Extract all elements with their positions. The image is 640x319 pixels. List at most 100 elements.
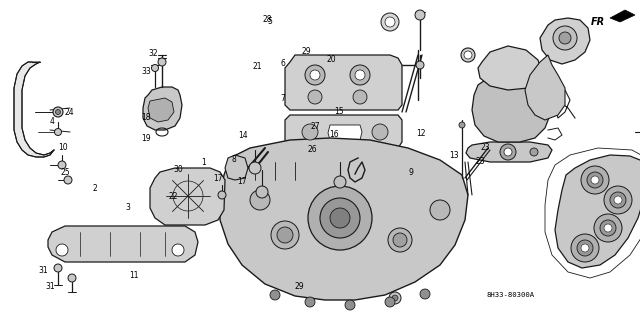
Circle shape bbox=[68, 274, 76, 282]
Text: 25: 25 bbox=[60, 168, 70, 177]
Circle shape bbox=[581, 166, 609, 194]
Polygon shape bbox=[285, 115, 402, 152]
Polygon shape bbox=[472, 74, 550, 142]
Circle shape bbox=[577, 240, 593, 256]
Polygon shape bbox=[48, 226, 198, 262]
Text: 13: 13 bbox=[449, 151, 460, 160]
Text: 22: 22 bbox=[168, 192, 177, 201]
Text: 27: 27 bbox=[310, 122, 320, 130]
Circle shape bbox=[330, 208, 350, 228]
Circle shape bbox=[271, 221, 299, 249]
Circle shape bbox=[604, 224, 612, 232]
Text: 23: 23 bbox=[480, 143, 490, 152]
Circle shape bbox=[158, 58, 166, 66]
Text: 15: 15 bbox=[334, 107, 344, 115]
Circle shape bbox=[504, 148, 512, 156]
Circle shape bbox=[345, 300, 355, 310]
Text: 11: 11 bbox=[130, 271, 139, 280]
Circle shape bbox=[420, 289, 430, 299]
Text: 21: 21 bbox=[253, 63, 262, 71]
Circle shape bbox=[553, 26, 577, 50]
Text: 5: 5 bbox=[268, 17, 273, 26]
Circle shape bbox=[604, 186, 632, 214]
Circle shape bbox=[415, 10, 425, 20]
Text: 16: 16 bbox=[329, 130, 339, 139]
Circle shape bbox=[500, 144, 516, 160]
Circle shape bbox=[320, 198, 360, 238]
Text: FR: FR bbox=[591, 17, 605, 27]
Circle shape bbox=[308, 186, 372, 250]
Polygon shape bbox=[466, 142, 552, 162]
Polygon shape bbox=[220, 138, 468, 300]
Circle shape bbox=[256, 186, 268, 198]
Circle shape bbox=[581, 244, 589, 252]
Text: 29: 29 bbox=[294, 282, 305, 291]
Text: 4: 4 bbox=[50, 117, 55, 126]
Text: 9: 9 bbox=[408, 168, 413, 177]
Circle shape bbox=[152, 64, 159, 71]
Circle shape bbox=[308, 90, 322, 104]
Circle shape bbox=[591, 176, 599, 184]
Polygon shape bbox=[143, 87, 182, 130]
Polygon shape bbox=[610, 10, 635, 22]
Text: 29: 29 bbox=[301, 47, 311, 56]
Text: 26: 26 bbox=[307, 145, 317, 154]
Circle shape bbox=[277, 227, 293, 243]
Circle shape bbox=[571, 234, 599, 262]
Text: 30: 30 bbox=[173, 165, 183, 174]
Text: 8: 8 bbox=[231, 155, 236, 164]
Polygon shape bbox=[285, 55, 402, 110]
Text: 1: 1 bbox=[201, 158, 206, 167]
Text: 31: 31 bbox=[38, 266, 49, 275]
Circle shape bbox=[305, 65, 325, 85]
Circle shape bbox=[381, 13, 399, 31]
Circle shape bbox=[310, 70, 320, 80]
Circle shape bbox=[305, 297, 315, 307]
Text: 18: 18 bbox=[141, 113, 150, 122]
Circle shape bbox=[530, 148, 538, 156]
Circle shape bbox=[600, 220, 616, 236]
Circle shape bbox=[587, 172, 603, 188]
Text: 14: 14 bbox=[238, 131, 248, 140]
Polygon shape bbox=[555, 155, 640, 268]
Circle shape bbox=[392, 295, 398, 301]
Polygon shape bbox=[225, 155, 248, 180]
Circle shape bbox=[385, 297, 395, 307]
Text: 12: 12 bbox=[417, 130, 426, 138]
Circle shape bbox=[614, 196, 622, 204]
Circle shape bbox=[388, 228, 412, 252]
Circle shape bbox=[459, 122, 465, 128]
Circle shape bbox=[416, 61, 424, 69]
Circle shape bbox=[56, 244, 68, 256]
Polygon shape bbox=[14, 62, 54, 157]
Polygon shape bbox=[150, 168, 225, 225]
Circle shape bbox=[334, 176, 346, 188]
Circle shape bbox=[64, 176, 72, 184]
Text: 2: 2 bbox=[92, 184, 97, 193]
Text: 28: 28 bbox=[263, 15, 272, 24]
Text: 7: 7 bbox=[280, 94, 285, 103]
Text: 31: 31 bbox=[45, 282, 55, 291]
Circle shape bbox=[355, 70, 365, 80]
Text: 17: 17 bbox=[237, 177, 247, 186]
Circle shape bbox=[389, 292, 401, 304]
Polygon shape bbox=[328, 125, 362, 140]
Text: 23: 23 bbox=[475, 157, 485, 166]
Text: 8H33-80300A: 8H33-80300A bbox=[486, 292, 534, 298]
Text: 33: 33 bbox=[141, 67, 151, 76]
Circle shape bbox=[610, 192, 626, 208]
Circle shape bbox=[56, 109, 61, 115]
Circle shape bbox=[461, 48, 475, 62]
Text: 17: 17 bbox=[212, 174, 223, 183]
Circle shape bbox=[559, 32, 571, 44]
Circle shape bbox=[372, 124, 388, 140]
Circle shape bbox=[385, 17, 395, 27]
Circle shape bbox=[172, 244, 184, 256]
Text: 24: 24 bbox=[64, 108, 74, 117]
Circle shape bbox=[350, 65, 370, 85]
Text: 20: 20 bbox=[326, 56, 337, 64]
Polygon shape bbox=[525, 55, 565, 120]
Circle shape bbox=[249, 162, 261, 174]
Circle shape bbox=[302, 124, 318, 140]
Polygon shape bbox=[478, 46, 542, 90]
